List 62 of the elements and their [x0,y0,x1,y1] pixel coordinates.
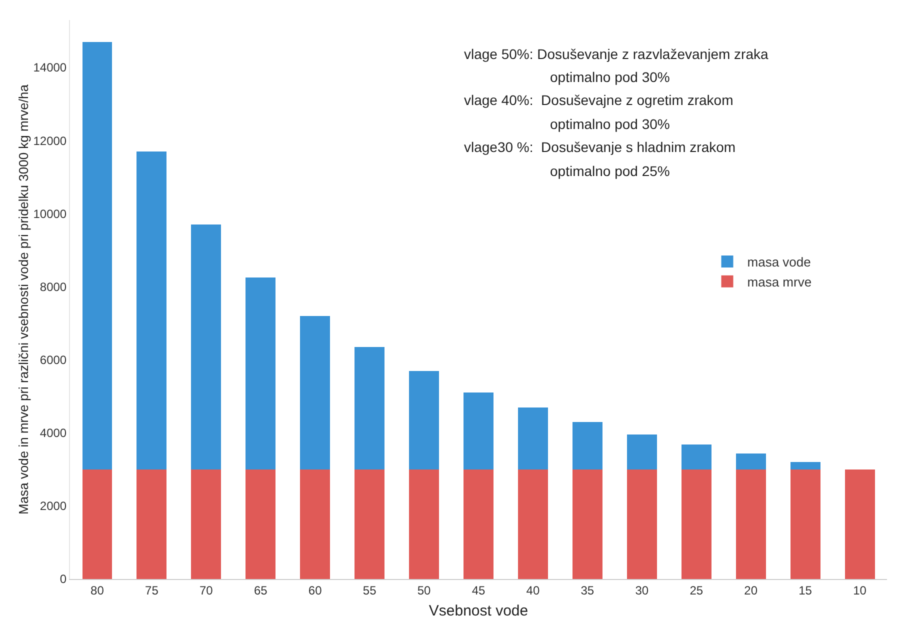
y-tick-label: 6000 [40,352,67,367]
x-tick-label: 60 [308,583,322,598]
x-tick-label: 35 [580,583,594,598]
bar [191,224,222,470]
x-tick-label: 80 [90,583,104,598]
bar [464,469,494,579]
x-tick-label: 50 [417,583,432,598]
y-tick-label: 2000 [40,499,67,514]
bar [572,422,602,470]
bar [409,370,440,470]
legend-label: masa vode [747,254,811,270]
legend-label: masa mrve [747,274,812,290]
bar [300,469,330,579]
bar [626,469,657,579]
bar [844,469,875,579]
x-tick-label: 40 [526,583,540,598]
bar [246,469,276,579]
bar [790,462,820,470]
x-tick-label: 30 [635,583,649,598]
bar [136,152,167,470]
bar [136,469,167,579]
annotation: optimalno pod 30% [550,116,670,132]
bar [626,434,657,470]
y-axis-title: Masa vode in mrve pri različni vsebnosti vode pri pridelku 3000 kg mrve/ha [16,84,32,514]
bar [82,469,112,579]
y-tick-label: 12000 [33,134,67,148]
annotation: vlage30 %: Dosuševanje s hladnim zrakom [464,139,736,155]
bar [518,469,548,579]
annotation: optimalno pod 25% [550,163,670,179]
bar [572,469,602,579]
annotation: vlage 40%: Dosuševajne z ogretim zrakom [464,92,734,108]
bar [354,469,385,579]
bar [518,407,548,470]
bar [736,454,766,470]
annotation: optimalno pod 30% [550,69,670,85]
bar [246,278,276,470]
bar [464,392,494,470]
bar [681,469,712,579]
bar [790,469,820,579]
x-tick-label: 10 [853,583,867,598]
x-tick-label: 45 [472,583,486,598]
x-tick-label: 65 [254,583,268,598]
bar [82,42,112,470]
x-tick-label: 25 [690,583,704,598]
bar [409,469,440,579]
annotation: vlage 50%: Dosuševanje z razvlaževanjem zraka [464,46,768,62]
bar [681,444,712,470]
x-axis-title: Vsebnost vode [428,602,528,620]
y-tick-label: 14000 [33,60,67,75]
y-tick-label: 8000 [40,280,67,294]
x-tick-label: 75 [145,583,159,598]
x-tick-label: 70 [199,583,214,598]
bar [191,469,222,579]
bar [300,316,330,470]
x-tick-label: 55 [362,583,377,598]
x-tick-label: 15 [798,583,812,598]
bar [736,469,766,579]
y-tick-label: 0 [60,572,67,586]
bar [354,347,385,470]
y-tick-label: 10000 [33,206,67,221]
x-tick-label: 20 [744,583,758,598]
y-tick-label: 4000 [40,426,67,440]
